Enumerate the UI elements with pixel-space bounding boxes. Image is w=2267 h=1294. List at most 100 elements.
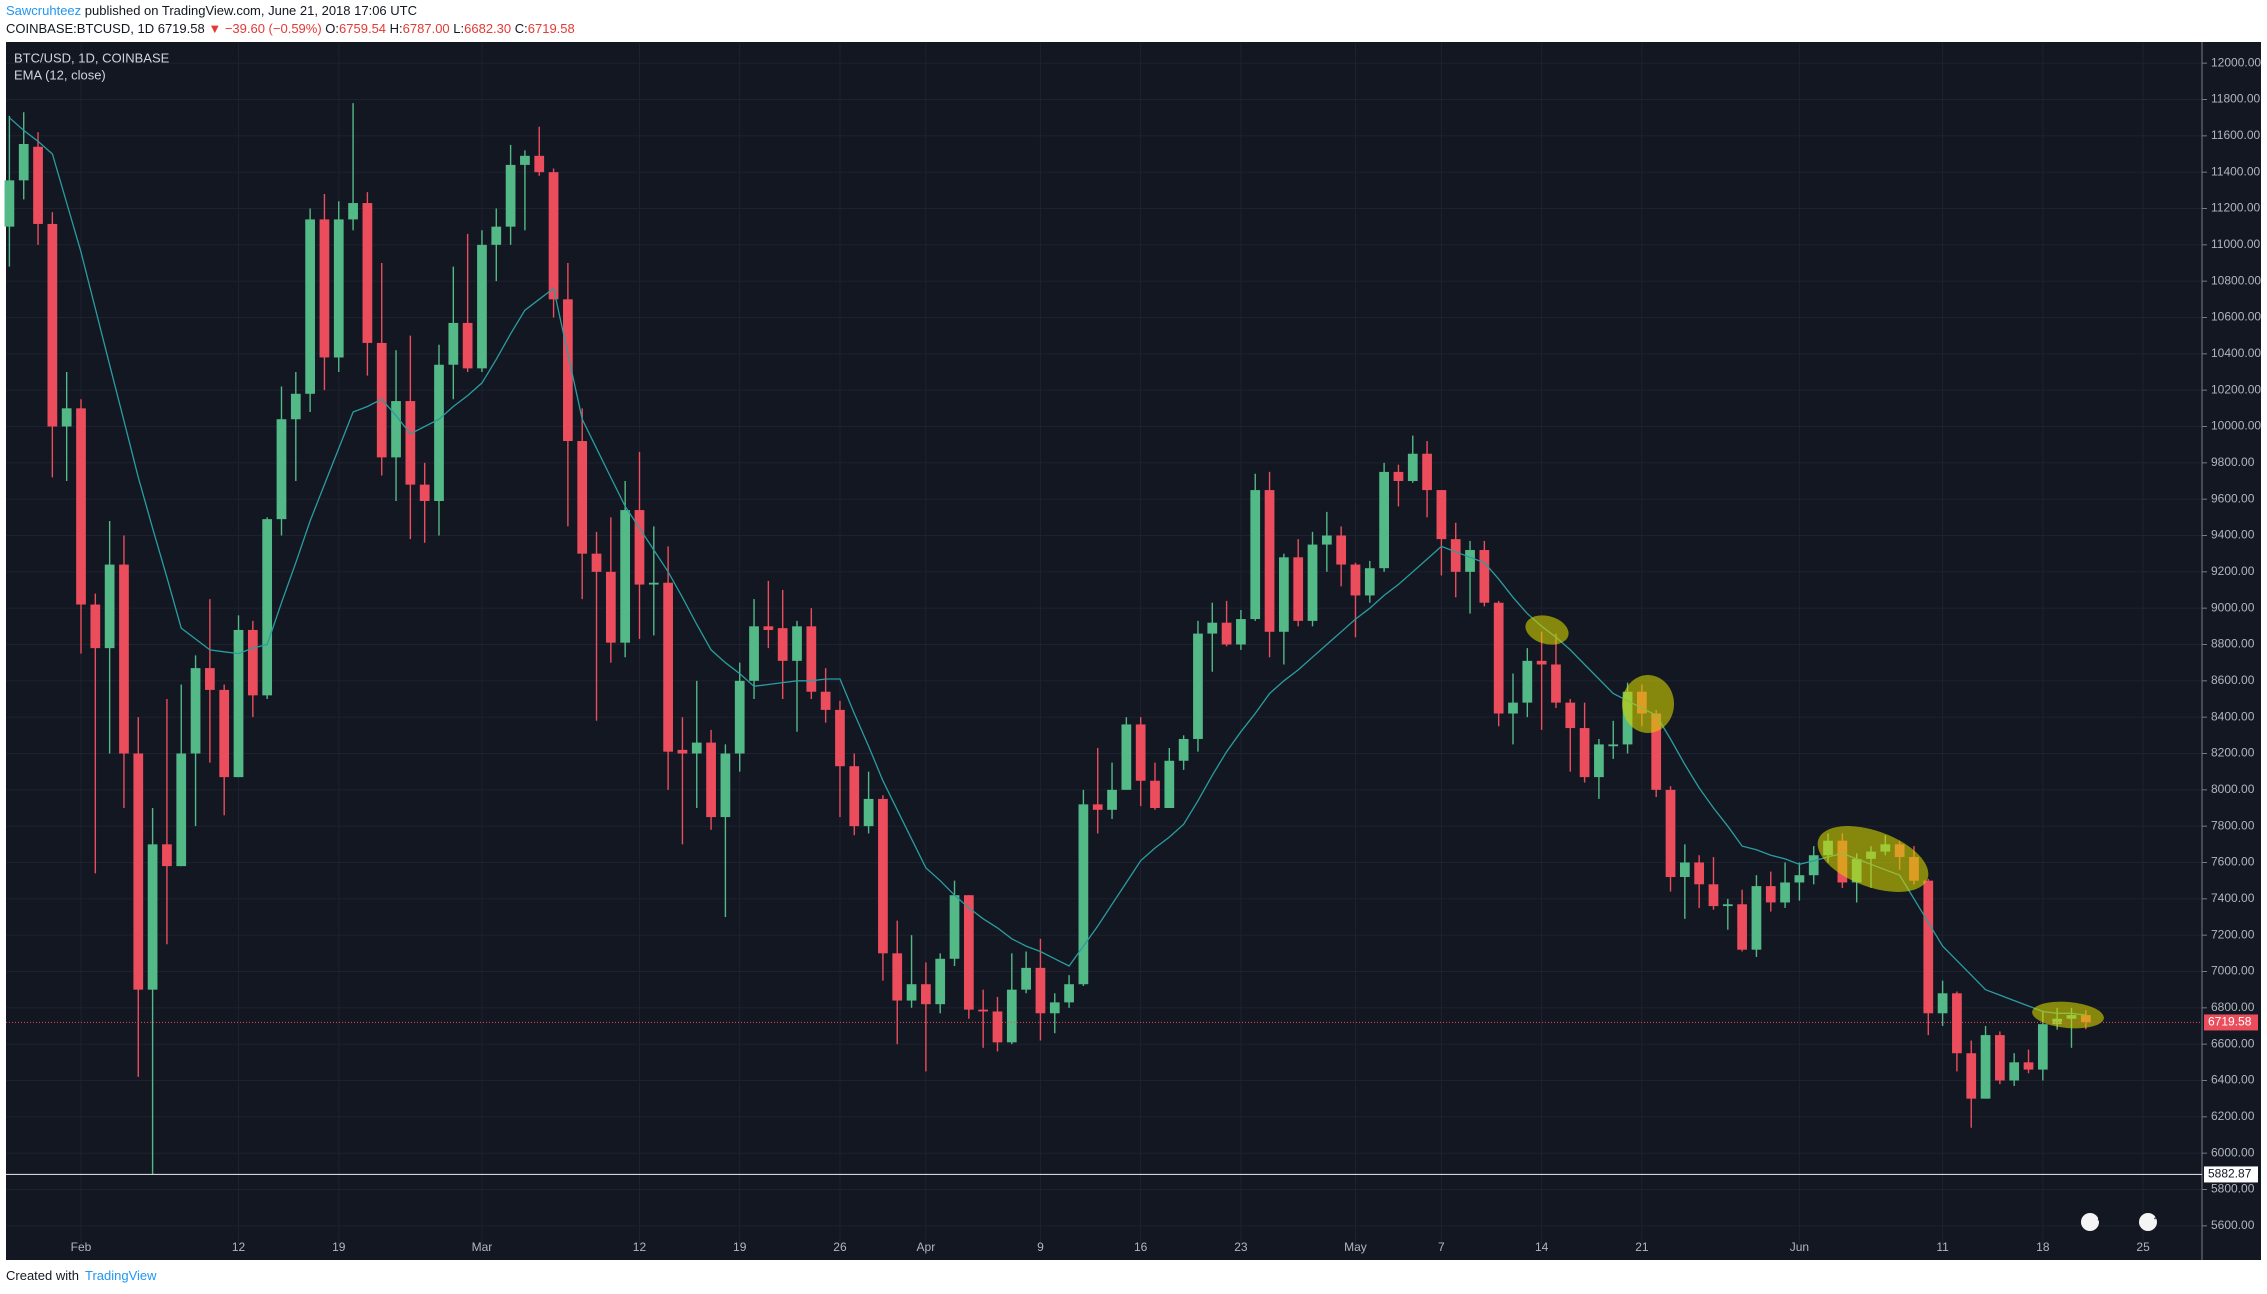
candle-body <box>1264 490 1275 632</box>
candle-body <box>462 322 473 369</box>
candle-body <box>835 709 845 767</box>
candle-body <box>634 510 645 585</box>
candle-body <box>176 753 187 867</box>
candle-body <box>591 553 602 572</box>
candle-body <box>262 519 273 696</box>
x-tick-label: 12 <box>232 1240 246 1254</box>
candle-body <box>720 753 731 818</box>
marks <box>4 103 2091 1175</box>
candle-body <box>849 766 860 827</box>
candle-body <box>1407 453 1418 481</box>
candle-body <box>1336 535 1347 565</box>
header-line: COINBASE:BTCUSD, 1D 6719.58 ▼ −39.60 (−0… <box>6 20 575 38</box>
candle-body <box>1150 780 1160 808</box>
candle-body <box>1608 744 1619 747</box>
candle-body <box>1193 633 1203 739</box>
y-tick-label: 9200.00 <box>2211 564 2255 578</box>
candle-body <box>1221 622 1232 645</box>
y-tick-label: 10400.00 <box>2211 346 2261 360</box>
x-tick-label: 26 <box>833 1240 847 1254</box>
candle-body <box>892 953 903 1001</box>
y-tick-label: 6400.00 <box>2211 1073 2255 1087</box>
header: Sawcruhteez published on TradingView.com… <box>6 2 575 38</box>
candle-body <box>577 441 588 554</box>
footer-brand[interactable]: TradingView <box>84 1268 157 1283</box>
candle-body <box>90 604 101 649</box>
symbol: COINBASE:BTCUSD, 1D <box>6 21 155 36</box>
h-value: 6787.00 <box>402 21 450 36</box>
candle-body <box>477 244 487 369</box>
candle-body <box>18 144 29 181</box>
chart: BTC/USD, 1D, COINBASE EMA (12, close) 7 … <box>4 42 2261 1260</box>
candle-body <box>763 626 774 630</box>
y-tick-label: 6200.00 <box>2211 1109 2255 1123</box>
y-tick-label: 8000.00 <box>2211 782 2255 796</box>
candle-body <box>1923 880 1934 1014</box>
candle-body <box>4 180 15 227</box>
grid <box>6 43 2202 1244</box>
candle-body <box>104 564 115 649</box>
candle-body <box>2023 1062 2034 1070</box>
candle-body <box>806 626 817 692</box>
candle-body <box>1579 728 1590 778</box>
x-tick-label: 18 <box>2036 1240 2050 1254</box>
x-tick-label: Mar <box>472 1240 493 1254</box>
candle-body <box>1178 738 1189 761</box>
candle-body <box>190 668 201 754</box>
candle-body <box>47 223 58 427</box>
candle-body <box>1479 550 1490 603</box>
candle-body <box>1952 993 1962 1054</box>
candle-body <box>792 626 802 661</box>
y-tick-label: 8200.00 <box>2211 746 2255 760</box>
y-tick-label: 10200.00 <box>2211 382 2261 396</box>
y-tick-label: 6000.00 <box>2211 1145 2255 1159</box>
candle-body <box>820 691 831 710</box>
y-tick-label: 11400.00 <box>2211 164 2260 178</box>
candle-body <box>419 484 430 501</box>
candle-body <box>620 510 631 643</box>
candle-body <box>935 958 946 1005</box>
y-tick-label: 8600.00 <box>2211 673 2255 687</box>
candle-body <box>1436 490 1447 540</box>
candle-body <box>2009 1062 2020 1081</box>
y-tick-label: 5600.00 <box>2211 1218 2255 1232</box>
candle-body <box>1995 1035 2005 1081</box>
candle-body <box>1293 557 1304 621</box>
candle-body <box>563 299 573 442</box>
candle-body <box>1307 544 1318 621</box>
x-tick-label: 19 <box>733 1240 747 1254</box>
candle-body <box>691 742 702 754</box>
candle-body <box>405 401 416 485</box>
candle-body <box>520 155 530 165</box>
candle-body <box>978 1009 989 1012</box>
badge <box>2081 1213 2099 1231</box>
candle-body <box>1135 724 1146 781</box>
badge <box>2139 1213 2157 1231</box>
y-tick-label: 10000.00 <box>2211 419 2261 433</box>
candle-body <box>133 753 144 990</box>
candle-body <box>348 203 358 220</box>
candle-body <box>276 419 287 520</box>
candle-body <box>1765 886 1776 903</box>
highlight <box>1525 615 1569 645</box>
footer-text: Created with <box>6 1268 79 1283</box>
badge-count: 3 <box>2106 1213 2112 1224</box>
candle-body <box>1966 1053 1977 1099</box>
candle-body <box>333 219 344 358</box>
author[interactable]: Sawcruhteez <box>6 3 82 18</box>
candle-body <box>992 1011 1003 1043</box>
candle-body <box>605 571 616 643</box>
change: ▼ −39.60 (−0.59%) <box>208 21 322 36</box>
y-tick-label: 10800.00 <box>2211 273 2261 287</box>
low-label: 5882.87 <box>2208 1167 2252 1181</box>
candle-body <box>1536 660 1547 665</box>
badges: 7 3 4 4 <box>2081 1213 2170 1231</box>
x-tick-label: Jun <box>1790 1240 1809 1254</box>
candle-body <box>1493 602 1504 714</box>
x-tick-label: 7 <box>1438 1240 1445 1254</box>
candle-body <box>1794 875 1805 883</box>
candle-body <box>1780 882 1790 903</box>
candle-body <box>1450 539 1461 572</box>
candle-body <box>1021 967 1031 990</box>
candle-body <box>448 322 459 365</box>
